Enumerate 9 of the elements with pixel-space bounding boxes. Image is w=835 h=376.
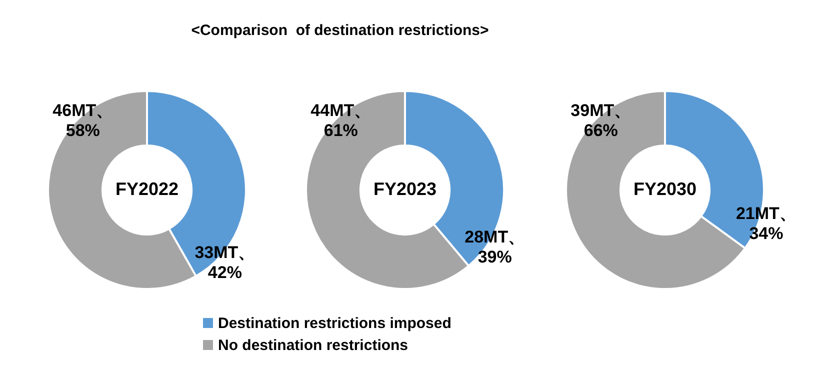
legend-label: No destination restrictions <box>217 336 410 356</box>
data-label: 46MT、58% <box>52 100 114 140</box>
text: FY2023 <box>373 178 437 199</box>
text: <Comparison of destination restrictions> <box>190 22 490 39</box>
data-label: 44MT、61% <box>310 100 372 140</box>
text: FY2030 <box>633 178 697 199</box>
text: FY2022 <box>115 178 179 199</box>
data-label: 39MT、66% <box>570 100 632 140</box>
legend-label: Destination restrictions imposed <box>217 314 452 334</box>
